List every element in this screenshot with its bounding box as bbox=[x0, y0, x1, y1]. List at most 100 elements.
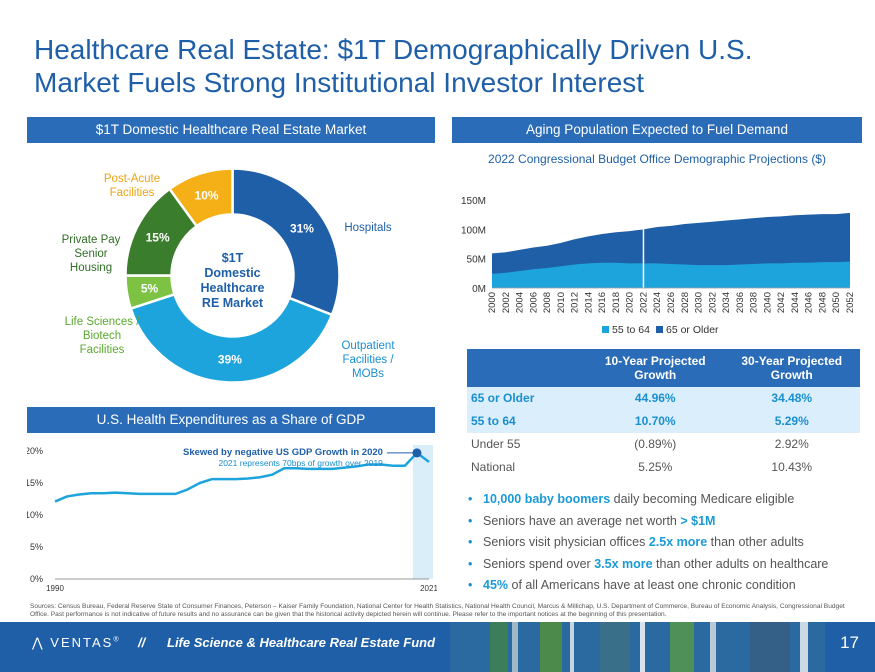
growth-table: 10-Year Projected Growth 30-Year Project… bbox=[467, 349, 860, 479]
page-title: Healthcare Real Estate: $1T Demographica… bbox=[34, 34, 753, 98]
fund-name: Life Science & Healthcare Real Estate Fu… bbox=[167, 635, 436, 650]
footer-separator: // bbox=[138, 635, 146, 650]
y-tick-label: 0% bbox=[30, 574, 43, 584]
x-tick-label: 2044 bbox=[790, 292, 801, 313]
list-item: 10,000 baby boomers daily becoming Medic… bbox=[468, 491, 868, 513]
x-tick-label: 2012 bbox=[570, 292, 581, 313]
y-tick-label: 15% bbox=[27, 478, 43, 488]
bullet-highlight: 10,000 baby boomers bbox=[483, 492, 611, 506]
ventas-logo: ⋀ VENTAS® bbox=[32, 635, 121, 651]
donut-slice-1 bbox=[129, 292, 334, 383]
peak-point-marker bbox=[412, 448, 422, 458]
y-tick-label: 20% bbox=[27, 446, 43, 456]
footer-bar: ⋀ VENTAS® // Life Science & Healthcare R… bbox=[0, 622, 875, 672]
x-tick-label: 1990 bbox=[46, 584, 64, 593]
donut-pct-label: 31% bbox=[290, 221, 314, 235]
area-series-55-64 bbox=[492, 261, 850, 288]
x-tick-label: 2008 bbox=[542, 292, 553, 313]
legend-swatch bbox=[602, 326, 609, 333]
row-label: Under 55 bbox=[471, 437, 521, 451]
y-tick-label: 150M bbox=[461, 196, 486, 207]
table-header-30yr: 30-Year Projected Growth bbox=[723, 349, 860, 387]
table-header-blank bbox=[467, 349, 587, 387]
bullet-text: Seniors visit physician offices bbox=[483, 535, 649, 549]
list-item: Seniors spend over 3.5x more than other … bbox=[468, 556, 868, 578]
donut-center-label: $1T Domestic Healthcare RE Market bbox=[165, 251, 300, 311]
list-item: Seniors have an average net worth > $1M bbox=[468, 513, 868, 535]
x-tick-label: 2050 bbox=[831, 292, 842, 313]
y-tick-label: 5% bbox=[30, 542, 43, 552]
logo-text: VENTAS bbox=[50, 635, 114, 650]
y-tick-label: 50M bbox=[467, 255, 486, 266]
sources-note: Sources: Census Bureau, Federal Reserve … bbox=[30, 603, 845, 618]
x-tick-label: 2006 bbox=[528, 292, 539, 313]
x-tick-label: 2016 bbox=[597, 292, 608, 313]
y-tick-label: 0M bbox=[472, 284, 486, 295]
table-row: 65 or Older 44.96% 34.48% bbox=[467, 387, 860, 410]
x-tick-label: 2024 bbox=[652, 292, 663, 313]
label-hospitals: Hospitals bbox=[344, 222, 392, 234]
x-tick-label: 2038 bbox=[749, 292, 760, 313]
table-header-row: 10-Year Projected Growth 30-Year Project… bbox=[467, 349, 860, 387]
center-line-1: $1T bbox=[221, 251, 244, 265]
row-10yr: 5.25% bbox=[638, 460, 673, 474]
facts-list: 10,000 baby boomers daily becoming Medic… bbox=[468, 491, 868, 599]
row-30yr: 10.43% bbox=[771, 460, 813, 474]
label-senior-housing: Private Pay Senior Housing bbox=[61, 234, 121, 274]
label-life-sciences: Life Sciences / Biotech Facilities bbox=[64, 316, 140, 356]
row-label: 55 to 64 bbox=[467, 410, 587, 433]
health-gdp-line bbox=[54, 451, 430, 503]
bullet-highlight: 3.5x more bbox=[594, 556, 653, 571]
row-10yr: (0.89%) bbox=[634, 437, 677, 451]
donut-pct-label: 5% bbox=[141, 282, 159, 296]
list-item: 45% of all Americans have at least one c… bbox=[468, 577, 868, 599]
annotation-title: Skewed by negative US GDP Growth in 2020 bbox=[183, 447, 383, 458]
x-tick-label: 2040 bbox=[762, 292, 773, 313]
legend-label: 55 to 64 bbox=[612, 324, 650, 336]
center-line-4: RE Market bbox=[201, 296, 264, 310]
x-tick-label: 2002 bbox=[501, 292, 512, 313]
bullet-text: Seniors have an average net worth bbox=[483, 513, 681, 528]
x-tick-label: 2030 bbox=[694, 292, 705, 313]
bullet-text: than other adults bbox=[707, 535, 804, 549]
x-tick-label: 2048 bbox=[817, 292, 828, 313]
row-label: 65 or Older bbox=[467, 387, 587, 410]
x-tick-label: 2022 bbox=[638, 292, 649, 313]
logo-mark-icon: ⋀ bbox=[32, 635, 45, 650]
row-10yr: 10.70% bbox=[587, 410, 724, 433]
x-tick-label: 2000 bbox=[487, 292, 498, 313]
donut-pct-label: 39% bbox=[218, 352, 242, 366]
row-30yr: 34.48% bbox=[723, 387, 860, 410]
x-tick-label: 2021 bbox=[420, 584, 437, 593]
building-photo bbox=[450, 622, 875, 672]
bullet-highlight: 2.5x more bbox=[648, 535, 708, 549]
highlight-region bbox=[412, 445, 433, 579]
y-tick-label: 100M bbox=[461, 225, 486, 236]
x-tick-label: 2004 bbox=[515, 292, 526, 313]
page-number: 17 bbox=[840, 633, 859, 652]
row-30yr: 5.29% bbox=[723, 410, 860, 433]
bullet-highlight: 45% bbox=[483, 578, 509, 592]
gdp-line-chart: 0% 5% 10% 15% 20% Skewed by negative US GDP G… bbox=[27, 445, 437, 593]
label-outpatient: Outpatient Facilities / MOBs bbox=[341, 340, 395, 380]
center-line-2: Domestic bbox=[204, 266, 261, 280]
table-row: National 5.25% 10.43% bbox=[467, 456, 860, 479]
panel-header-aging: Aging Population Expected to Fuel Demand bbox=[452, 117, 862, 143]
row-10yr: 44.96% bbox=[587, 387, 724, 410]
donut-pct-label: 10% bbox=[195, 189, 219, 203]
legend-swatch bbox=[656, 326, 663, 333]
x-tick-label: 2036 bbox=[735, 292, 746, 313]
x-tick-label: 2052 bbox=[845, 292, 856, 313]
list-item: Seniors visit physician offices 2.5x mor… bbox=[468, 534, 868, 556]
x-tick-label: 2032 bbox=[707, 292, 718, 313]
donut-slice-0 bbox=[231, 168, 340, 317]
panel-header-market: $1T Domestic Healthcare Real Estate Mark… bbox=[27, 117, 435, 143]
x-tick-label: 2020 bbox=[625, 292, 636, 313]
x-tick-label: 2028 bbox=[680, 292, 691, 313]
row-label: National bbox=[471, 460, 516, 474]
x-tick-label: 2010 bbox=[556, 292, 567, 313]
x-tick-label: 2034 bbox=[721, 292, 732, 313]
x-tick-label: 2018 bbox=[611, 292, 622, 313]
bullet-text: daily becoming Medicare eligible bbox=[610, 492, 795, 506]
